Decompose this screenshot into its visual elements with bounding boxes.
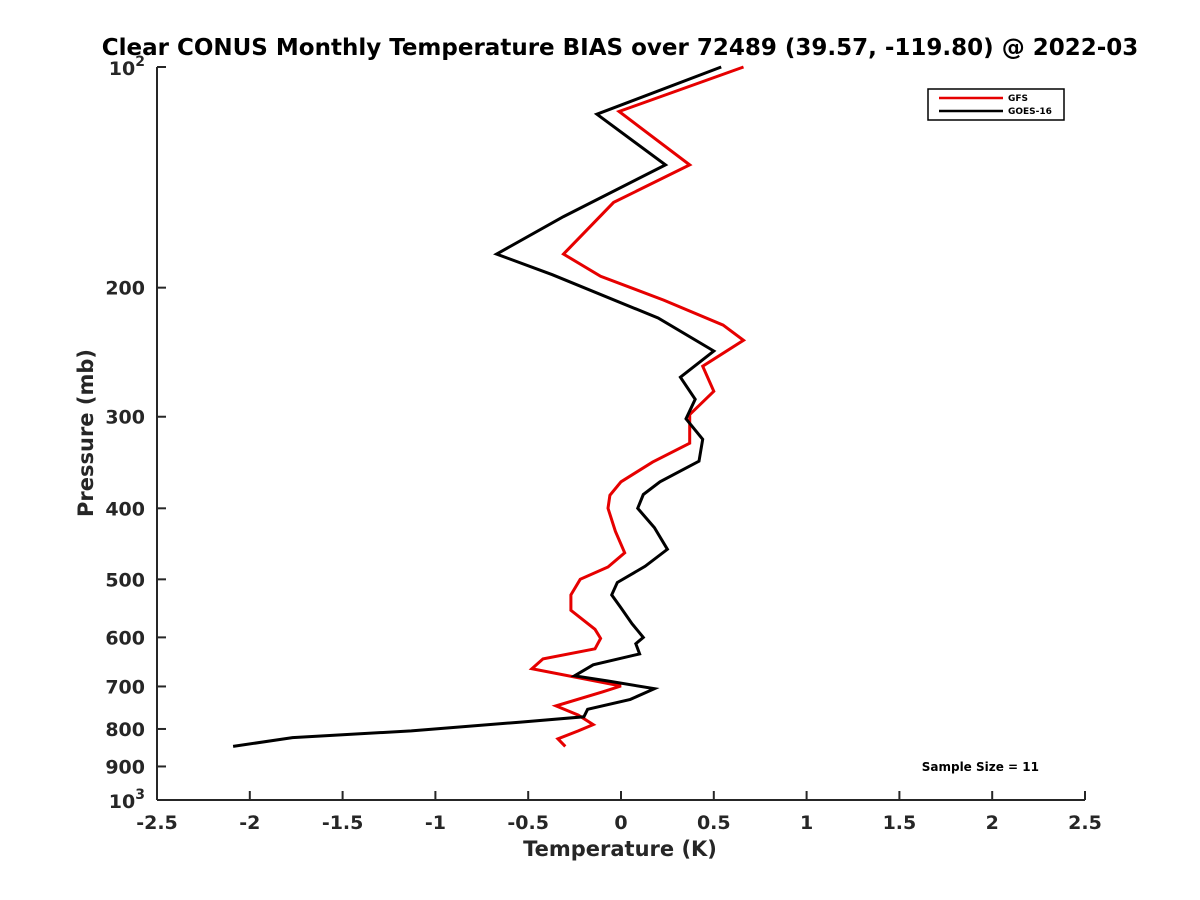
y-tick-label: 700 <box>105 676 145 698</box>
x-tick-label: -2.5 <box>136 812 178 834</box>
sample-size-annotation: Sample Size = 11 <box>922 760 1039 774</box>
x-tick-label: 1 <box>800 812 813 834</box>
series-lines <box>232 65 747 748</box>
x-tick-label: 0 <box>614 812 627 834</box>
x-axis-label: Temperature (K) <box>523 837 717 861</box>
y-tick-label-top: 102 <box>109 54 145 80</box>
x-tick-label: -2 <box>239 812 260 834</box>
chart-title: Clear CONUS Monthly Temperature BIAS ove… <box>102 35 1139 61</box>
y-tick-label-bottom: 103 <box>109 787 145 813</box>
y-tick-label: 200 <box>105 278 145 300</box>
y-tick-label: 800 <box>105 719 145 741</box>
y-tick-label: 300 <box>105 407 145 429</box>
x-tick-label: -1.5 <box>322 812 364 834</box>
y-axis-ticks: 200 300 400 500 600 700 800 900 102 103 <box>105 54 166 813</box>
y-tick-label: 900 <box>105 756 145 778</box>
y-axis-label: Pressure (mb) <box>74 349 98 517</box>
y-tick-label: 600 <box>105 627 145 649</box>
x-tick-label: 2 <box>986 812 999 834</box>
legend-label-gfs: GFS <box>1008 94 1028 104</box>
legend: GFS GOES-16 <box>927 88 1065 121</box>
x-axis-ticks: -2.5 -2 -1.5 -1 -0.5 0 0.5 1 1.5 2 2.5 <box>136 791 1102 834</box>
x-tick-label: 2.5 <box>1068 812 1102 834</box>
legend-label-goes-16: GOES-16 <box>1008 107 1052 117</box>
y-tick-label: 400 <box>105 498 145 520</box>
x-tick-label: -1 <box>425 812 446 834</box>
x-tick-label: 1.5 <box>883 812 917 834</box>
series-line-goes-16 <box>232 65 722 748</box>
series-line-gfs <box>528 65 747 748</box>
y-tick-label: 500 <box>105 569 145 591</box>
x-tick-label: 0.5 <box>697 812 731 834</box>
legend-box <box>927 88 1065 121</box>
x-tick-label: -0.5 <box>507 812 549 834</box>
